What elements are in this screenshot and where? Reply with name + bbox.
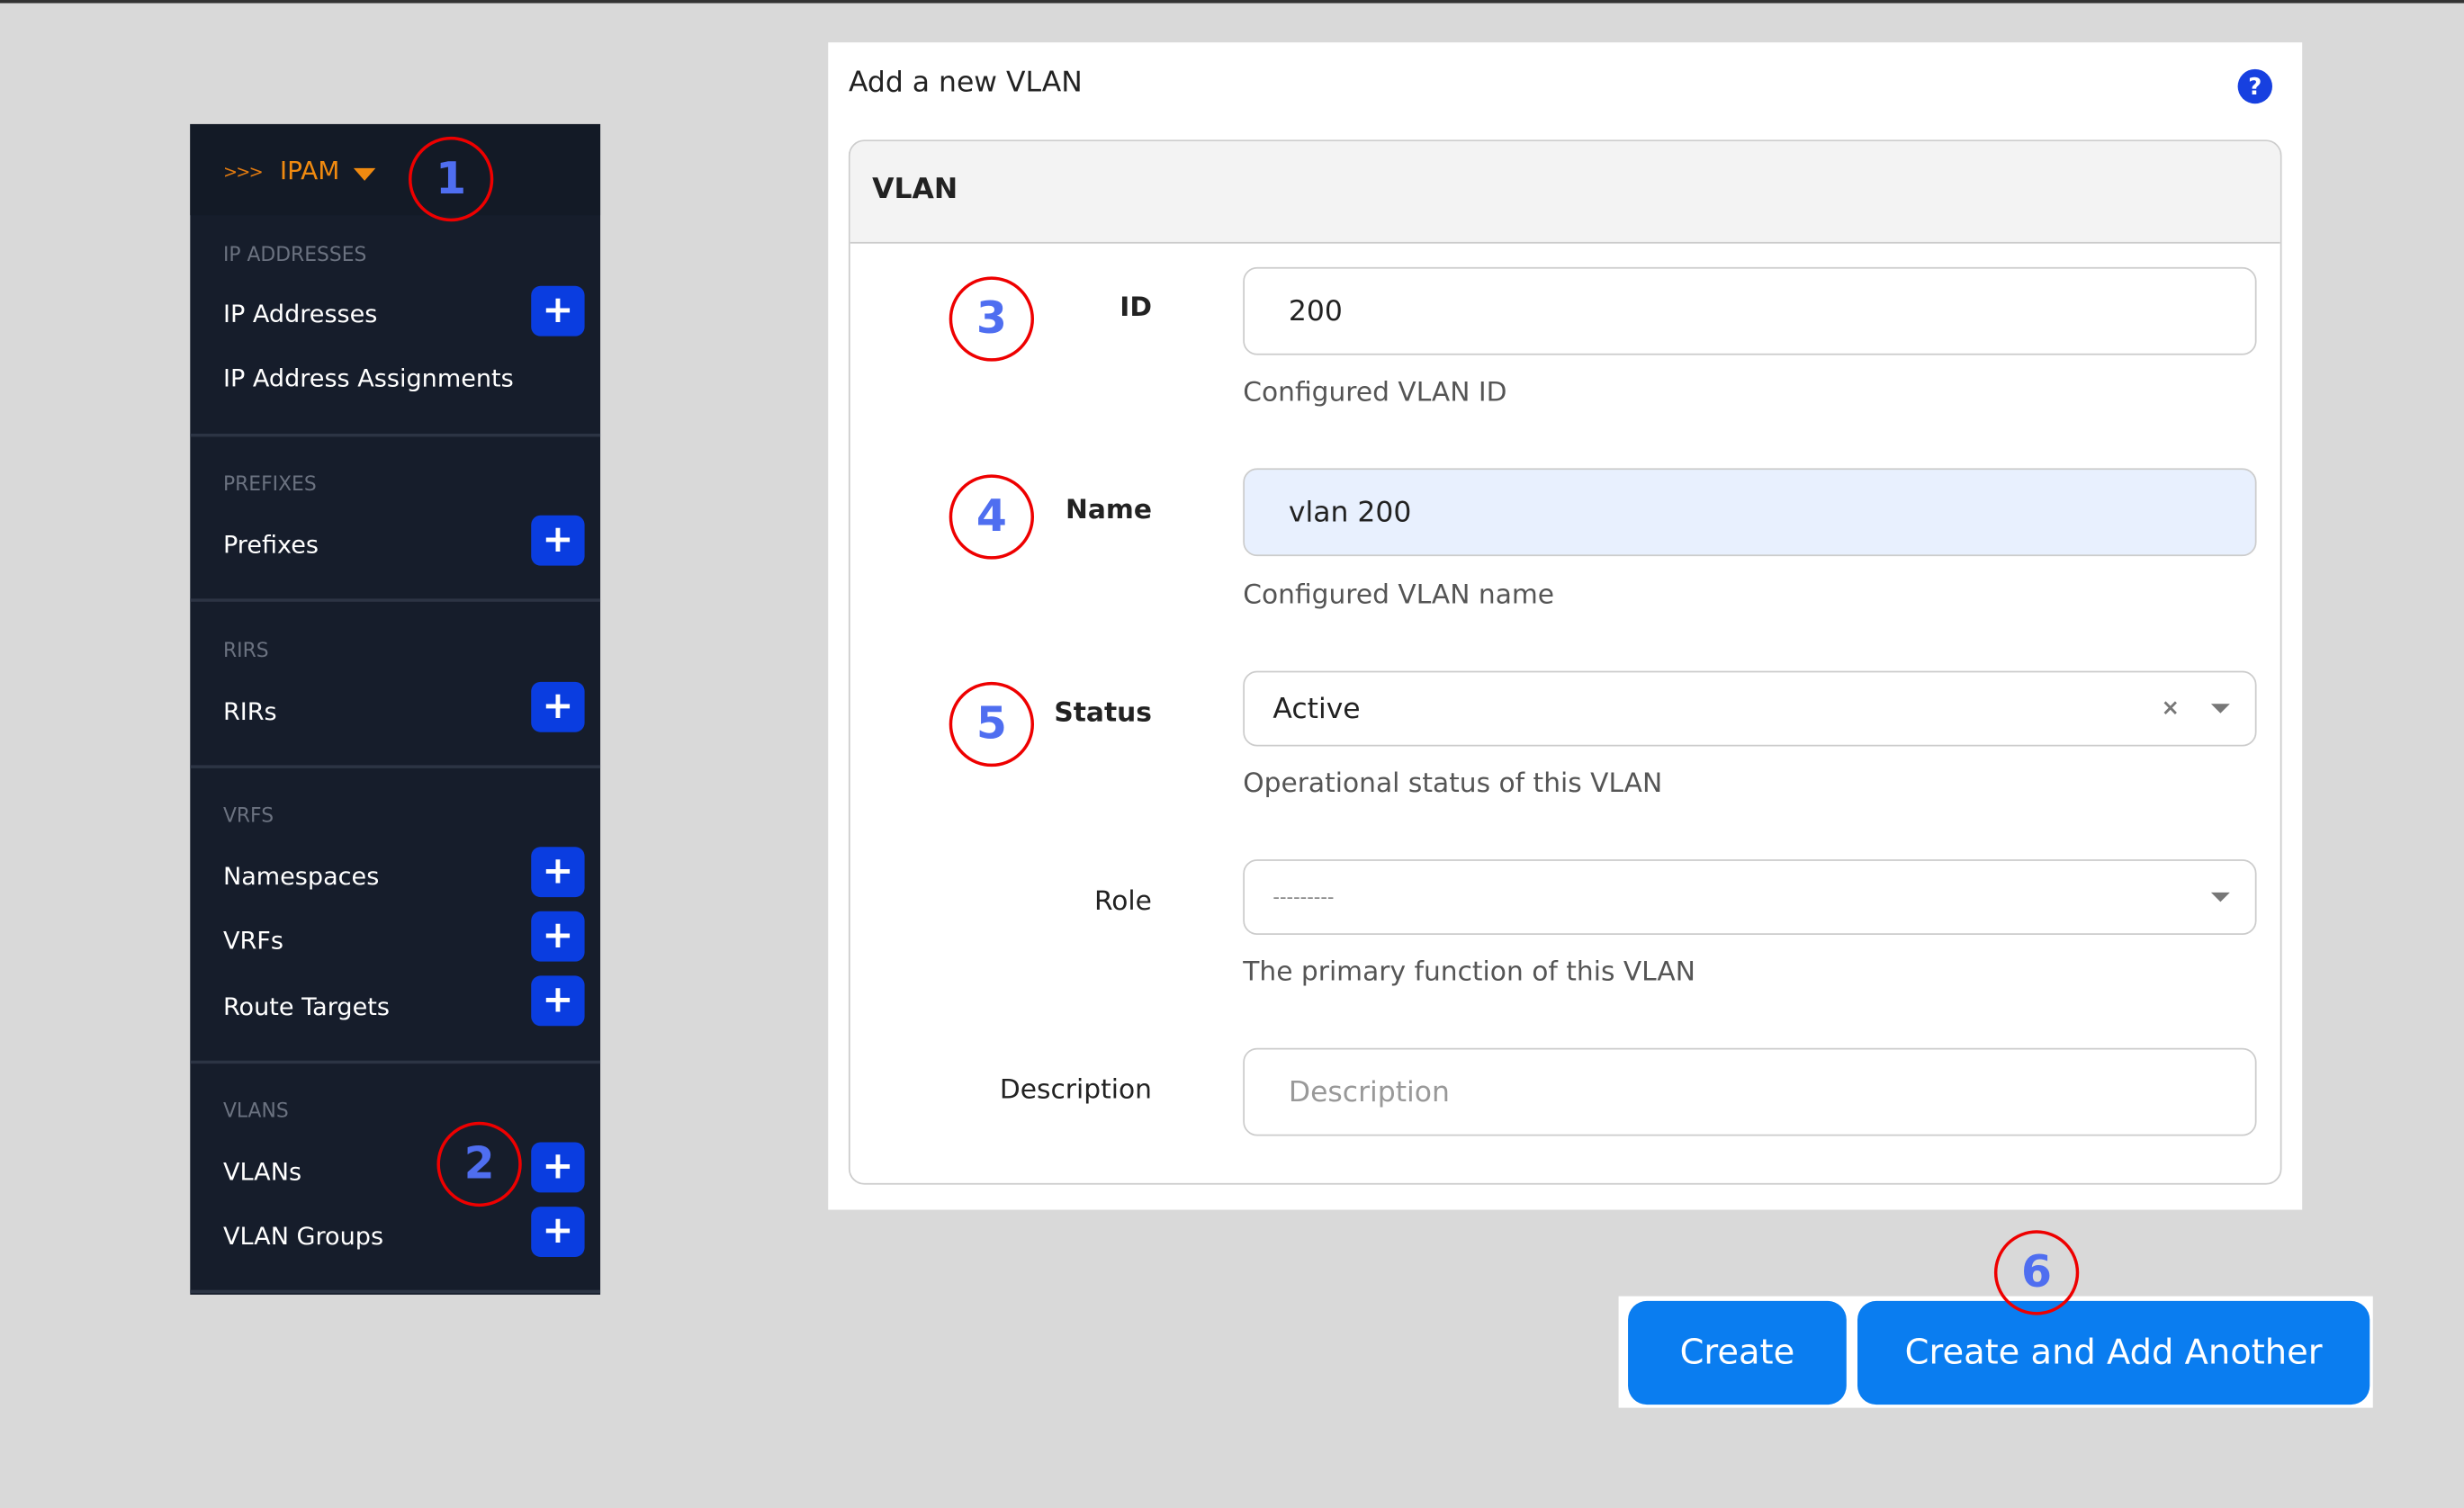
divider [190,765,601,768]
vlan-card: VLAN ID 200 Configured VLAN ID Name vlan… [848,139,2282,1185]
chevrons-icon: >>> [222,161,264,183]
caret-down-icon[interactable] [353,167,376,181]
sidebar-item-ip-address-assignments[interactable]: IP Address Assignments [222,364,514,393]
annotation-6: 6 [1993,1230,2080,1315]
sidebar-item-namespaces[interactable]: Namespaces [222,862,380,892]
clear-icon[interactable]: × [2161,696,2180,722]
id-input[interactable]: 200 [1243,266,2257,355]
sidebar-item-route-targets[interactable]: Route Targets [222,992,390,1022]
sidebar-item-vrfs[interactable]: VRFs [222,927,283,956]
add-prefix-button[interactable]: + [531,515,585,566]
create-button[interactable]: Create [1628,1300,1847,1405]
card-title: VLAN [872,173,958,206]
annotation-4: 4 [949,474,1034,560]
dropdown-arrow-icon[interactable] [2210,704,2230,714]
role-select[interactable]: --------- [1243,859,2257,935]
add-vlan-button[interactable]: + [531,1142,585,1193]
section-header-vlans: VLANS [222,1098,289,1122]
add-namespace-button[interactable]: + [531,847,585,898]
section-header-rirs: RIRS [222,637,269,662]
divider [190,1289,601,1294]
status-help: Operational status of this VLAN [1243,767,1663,800]
status-value: Active [1272,692,1361,725]
status-label: Status [1054,697,1152,730]
ipam-menu-title[interactable]: IPAM [279,155,340,186]
sidebar-item-vlans[interactable]: VLANs [222,1157,302,1187]
card-header: VLAN [850,141,2280,244]
divider [190,598,601,602]
annotation-2: 2 [436,1121,522,1207]
divider [190,1060,601,1064]
description-label: Description [999,1074,1152,1107]
sidebar: >>> IPAM IP ADDRESSES IP Addresses + IP … [190,123,601,1295]
role-help: The primary function of this VLAN [1243,956,1695,989]
form-actions: Create Create and Add Another [1618,1296,2373,1408]
sidebar-item-prefixes[interactable]: Prefixes [222,531,319,560]
add-route-target-button[interactable]: + [531,975,585,1027]
sidebar-header[interactable]: >>> IPAM [190,123,601,216]
id-help: Configured VLAN ID [1243,377,1507,409]
sidebar-item-vlan-groups[interactable]: VLAN Groups [222,1222,384,1251]
status-select[interactable]: Active × [1243,670,2257,747]
role-placeholder: --------- [1272,885,1335,909]
description-input[interactable]: Description [1243,1047,2257,1136]
add-rir-button[interactable]: + [531,681,585,732]
section-header-prefixes: PREFIXES [222,471,317,496]
section-header-ip-addresses: IP ADDRESSES [222,241,367,266]
name-input[interactable]: vlan 200 [1243,468,2257,557]
create-and-add-another-button[interactable]: Create and Add Another [1857,1300,2370,1405]
add-ip-address-button[interactable]: + [531,285,585,337]
name-label: Name [1066,495,1152,526]
id-label: ID [1120,292,1152,324]
name-help: Configured VLAN name [1243,579,1555,612]
section-header-vrfs: VRFS [222,803,274,827]
add-vlan-group-button[interactable]: + [531,1207,585,1257]
add-vrf-button[interactable]: + [531,911,585,962]
add-vlan-panel: Add a new VLAN ? VLAN ID 200 Configured … [828,42,2303,1210]
sidebar-item-rirs[interactable]: RIRs [222,697,277,726]
annotation-3: 3 [949,276,1034,362]
sidebar-item-ip-addresses[interactable]: IP Addresses [222,300,378,328]
help-icon[interactable]: ? [2237,68,2273,104]
annotation-1: 1 [409,136,494,222]
role-label: Role [1093,885,1152,918]
divider [190,433,601,437]
page-title: Add a new VLAN [848,66,1083,100]
annotation-5: 5 [949,681,1034,767]
dropdown-arrow-icon[interactable] [2210,892,2230,902]
